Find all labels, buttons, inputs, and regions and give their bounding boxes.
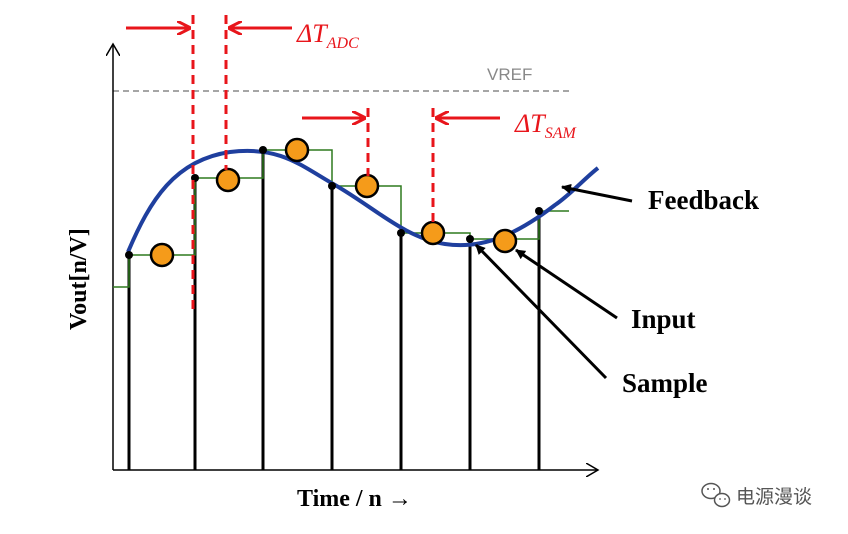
sample-pointer bbox=[474, 243, 608, 380]
x-axis-label: Time / n → bbox=[297, 486, 412, 512]
feedback-pointer bbox=[561, 183, 633, 203]
input-pointer bbox=[515, 248, 618, 320]
feedback-label: Feedback bbox=[648, 185, 759, 215]
y-axis-label: Vout[n/V] bbox=[66, 228, 92, 330]
sample-dots bbox=[125, 146, 543, 259]
watermark: 电源漫谈 bbox=[701, 482, 812, 508]
delta-adc-label: ΔTADC bbox=[296, 19, 359, 52]
vref-label: VREF bbox=[487, 65, 532, 84]
input-label: Input bbox=[631, 304, 696, 334]
sample-stems bbox=[127, 150, 541, 470]
timing-markers bbox=[191, 15, 435, 310]
wechat-icon bbox=[701, 482, 731, 508]
feedback-curve bbox=[126, 148, 600, 253]
input-markers bbox=[149, 137, 518, 268]
watermark-text: 电源漫谈 bbox=[736, 486, 812, 508]
delta-sam-label: ΔTSAM bbox=[514, 109, 578, 142]
sample-label: Sample bbox=[622, 368, 708, 398]
